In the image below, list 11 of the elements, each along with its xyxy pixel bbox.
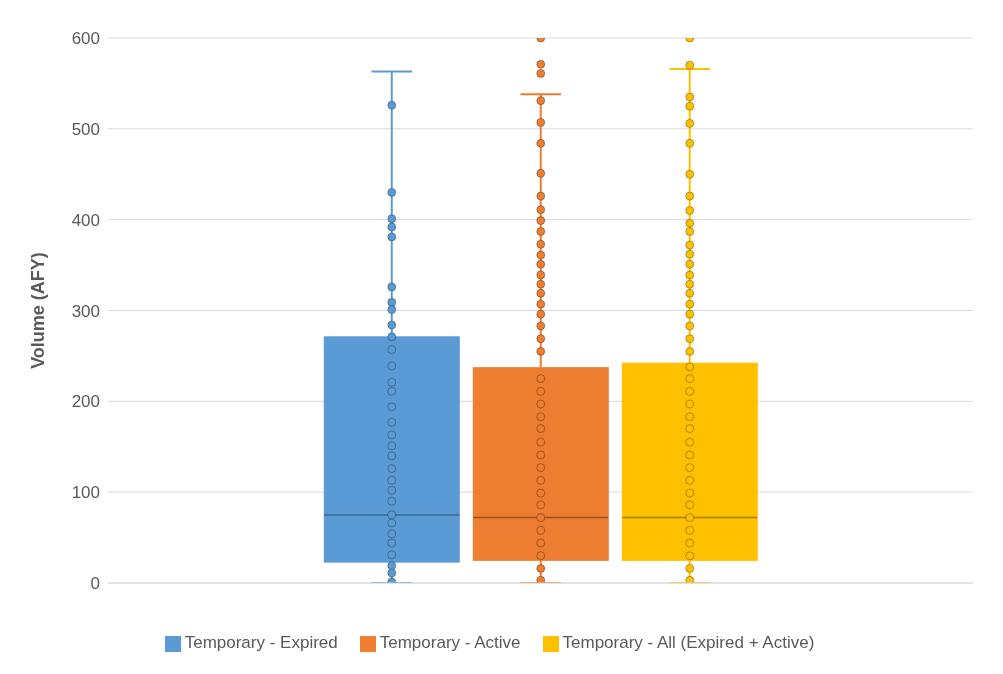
y-tick-label: 0 <box>90 574 100 594</box>
legend-label: Temporary - Active <box>379 633 521 652</box>
y-axis-title: Volume (AFY) <box>28 252 49 369</box>
y-tick-label: 200 <box>71 392 100 412</box>
legend-label: Temporary - Expired <box>184 633 338 652</box>
y-tick-label: 300 <box>71 301 100 321</box>
legend-label: Temporary - All (Expired + Active) <box>562 633 815 652</box>
y-tick-label: 500 <box>71 119 100 139</box>
y-tick-label: 600 <box>71 29 100 49</box>
y-tick-label: 400 <box>71 210 100 230</box>
y-tick-label: 100 <box>71 483 100 503</box>
